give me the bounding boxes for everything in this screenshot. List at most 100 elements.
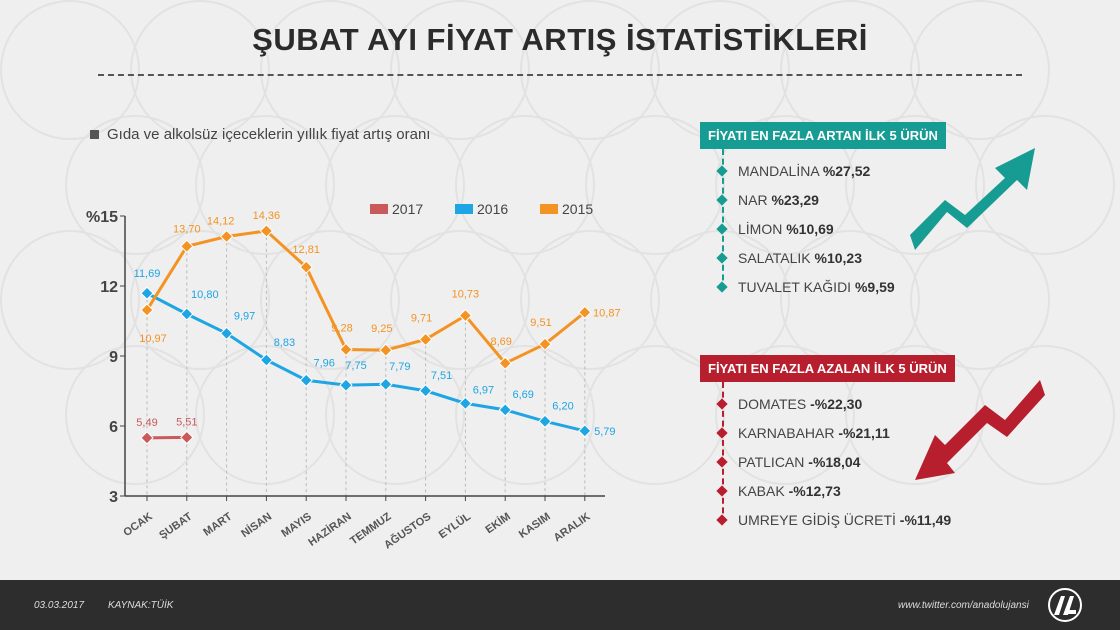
item-value: -%12,73	[788, 483, 841, 499]
data-point-2015	[339, 342, 353, 357]
data-label-2015: 9,28	[331, 322, 352, 334]
diamond-icon	[716, 427, 728, 439]
data-label-2015: 13,70	[173, 223, 201, 235]
data-label-2016: 5,79	[594, 426, 615, 438]
data-point-2015	[418, 332, 433, 347]
data-point-2015	[180, 239, 194, 254]
data-point-2016	[418, 384, 433, 398]
item-value: %27,52	[822, 163, 871, 179]
down-arrow-icon	[915, 380, 1045, 480]
list-item: PATLICAN -%18,04	[716, 448, 955, 477]
data-point-2016	[219, 326, 234, 341]
y-tick-label: 12	[100, 279, 118, 296]
chart-subtitle: Gıda ve alkolsüz içeceklerin yıllık fiya…	[90, 126, 430, 143]
diamond-icon	[716, 252, 728, 264]
legend-swatch	[455, 204, 473, 214]
item-value: %10,69	[786, 221, 834, 237]
data-point-2016	[140, 286, 154, 300]
data-point-2016	[538, 414, 552, 429]
data-point-2015	[498, 356, 512, 370]
data-point-2017	[180, 430, 194, 445]
item-name: SALATALIK	[738, 250, 811, 266]
item-name: PATLICAN	[738, 454, 805, 470]
data-label-2016: 7,79	[389, 361, 410, 373]
footer: 03.03.2017 KAYNAK:TÜİK www.twitter.com/a…	[0, 580, 1120, 630]
background-pattern	[0, 0, 1115, 485]
series-line-2015	[145, 229, 586, 366]
data-point-2016	[379, 377, 393, 391]
footer-date: 03.03.2017	[34, 600, 85, 611]
list-item: KARNABAHAR -%21,11	[716, 419, 955, 448]
list-item: MANDALİNA %27,52	[716, 157, 946, 186]
data-point-2016	[299, 373, 313, 387]
diamond-icon	[716, 281, 728, 293]
item-value: -%18,04	[808, 454, 861, 470]
data-label-2015: 9,25	[371, 323, 392, 335]
legend-swatch	[540, 204, 558, 214]
decrease-list: DOMATES -%22,30 KARNABAHAR -%21,11 PATLICA…	[716, 382, 955, 535]
data-label-2016: 6,97	[473, 384, 494, 396]
list-item: TUVALET KAĞIDI %9,59	[716, 273, 946, 302]
item-value: -%22,30	[810, 396, 863, 412]
data-label-2015: 10,87	[593, 307, 621, 319]
data-point-2016	[339, 378, 353, 392]
subtitle-text: Gıda ve alkolsüz içeceklerin yıllık fiya…	[107, 126, 431, 143]
data-label-2016: 8,83	[274, 337, 295, 349]
list-connector	[722, 382, 724, 523]
legend-swatch	[370, 204, 388, 214]
x-tick-label: ŞUBAT	[157, 510, 194, 541]
increase-list: MANDALİNA %27,52 NAR %23,29 LİMON %10,69 SA…	[716, 149, 946, 302]
data-point-2015	[140, 303, 154, 317]
data-label-2015: 12,81	[292, 244, 320, 256]
diamond-icon	[716, 165, 728, 177]
list-item: DOMATES -%22,30	[716, 390, 955, 419]
data-label-2015: 10,73	[452, 289, 480, 301]
data-point-2015	[259, 224, 274, 238]
data-label-2017: 5,51	[176, 416, 197, 428]
legend-label: 2015	[562, 201, 593, 217]
y-tick-label: %15	[86, 209, 118, 226]
data-point-2015	[578, 305, 592, 320]
data-point-2015	[379, 343, 393, 357]
data-label-2015: 9,51	[530, 317, 551, 329]
diamond-icon	[716, 514, 728, 526]
item-name: KABAK	[738, 483, 785, 499]
data-label-2016: 6,69	[512, 389, 533, 401]
data-point-2016	[180, 307, 194, 321]
legend-label: 2017	[392, 201, 423, 217]
item-value: %9,59	[854, 279, 895, 295]
up-arrow-icon	[910, 148, 1035, 250]
page-title: ŞUBAT AYI FİYAT ARTIŞ İSTATİSTİKLERİ	[252, 22, 868, 57]
item-name: UMREYE GİDİŞ ÜCRETİ	[738, 512, 896, 528]
data-label-2015: 14,36	[253, 210, 281, 222]
data-point-2015	[538, 337, 552, 351]
list-item: UMREYE GİDİŞ ÜCRETİ -%11,49	[716, 506, 955, 535]
list-item: SALATALIK %10,23	[716, 244, 946, 273]
data-point-2016	[458, 396, 473, 411]
item-name: TUVALET KAĞIDI	[738, 279, 852, 295]
x-tick-label: OCAK	[121, 511, 154, 539]
data-point-2015	[299, 260, 313, 274]
background-circle	[910, 0, 1050, 140]
data-point-2015	[458, 308, 473, 323]
item-value: -%21,11	[838, 425, 890, 441]
data-label-2016: 9,97	[234, 310, 255, 322]
x-tick-label: HAZİRAN	[306, 510, 354, 549]
diamond-icon	[716, 223, 728, 235]
data-label-2015: 9,71	[411, 312, 432, 324]
list-item: KABAK -%12,73	[716, 477, 955, 506]
footer-twitter-link[interactable]: www.twitter.com/anadolujansi	[898, 600, 1029, 611]
data-label-2015: 8,69	[490, 336, 511, 348]
x-tick-label: KASIM	[517, 511, 553, 541]
background-circle	[975, 115, 1115, 255]
diamond-icon	[716, 194, 728, 206]
decrease-header: FİYATI EN FAZLA AZALAN İLK 5 ÜRÜN	[700, 355, 955, 382]
item-name: DOMATES	[738, 396, 807, 412]
item-value: -%11,49	[899, 512, 952, 528]
item-name: MANDALİNA	[738, 163, 819, 179]
data-point-2016	[498, 403, 512, 417]
bullet-square	[90, 130, 99, 139]
item-value: %23,29	[771, 192, 819, 208]
x-tick-label: MART	[201, 510, 234, 538]
x-tick-label: EYLÜL	[436, 510, 473, 541]
